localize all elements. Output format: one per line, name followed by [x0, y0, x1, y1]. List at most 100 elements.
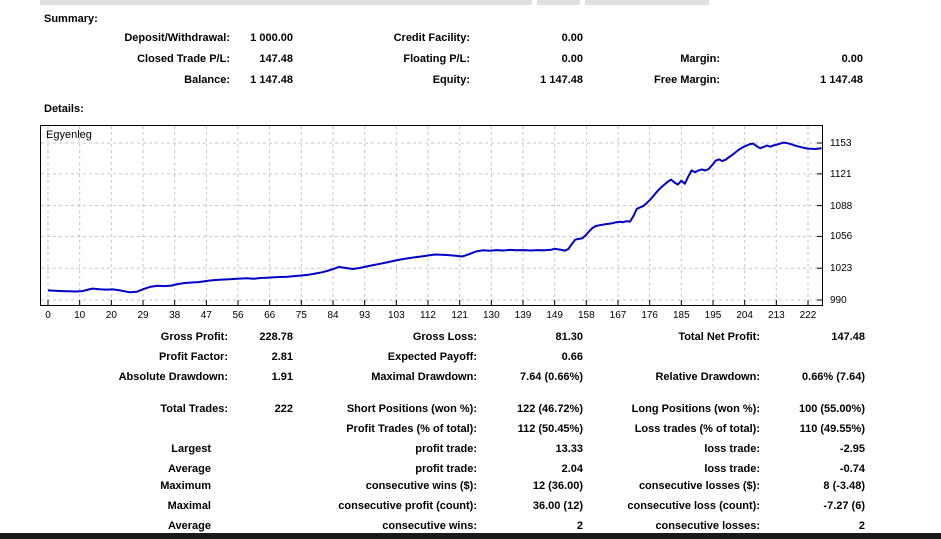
x-axis-label: 93 [359, 310, 371, 321]
x-axis-label: 195 [704, 310, 722, 321]
stat-label: Equity: [432, 74, 470, 86]
stat-label: Largest [171, 443, 211, 455]
stat-value: 147.48 [259, 53, 293, 65]
x-axis-label: 56 [232, 310, 244, 321]
stat-label: profit trade: [415, 443, 477, 455]
stat-label: consecutive profit (count): [338, 500, 477, 512]
y-axis-label: 1153 [830, 138, 852, 149]
y-axis-label: 1056 [830, 231, 853, 243]
stat-label: Free Margin: [653, 74, 720, 86]
stat-label: Deposit/Withdrawal: [124, 32, 230, 44]
x-axis-label: 213 [767, 310, 785, 321]
stat-label: Total Trades: [160, 403, 228, 415]
stat-label: consecutive loss (count): [627, 500, 760, 512]
stat-label [583, 350, 760, 370]
summary-grid: Deposit/Withdrawal: 1 000.00 Credit Facili… [44, 31, 863, 94]
stat-value: 122 (46.72%) [516, 403, 583, 415]
stat-label: consecutive losses: [655, 520, 760, 532]
details-block-consecutive: Maximum consecutive wins ($): 12 (36.00) co… [44, 479, 865, 539]
stat-value: 2 [576, 520, 583, 532]
stat-label: Total Net Profit: [678, 331, 760, 343]
stat-label: Absolute Drawdown: [118, 371, 228, 383]
header-strip-segment [537, 0, 580, 5]
stat-label: Expected Payoff: [387, 351, 477, 363]
stat-label: consecutive losses ($): [638, 480, 760, 492]
stat-label: Balance: [184, 74, 230, 86]
stat-value [720, 31, 863, 52]
stat-value: 0.66 [561, 351, 583, 363]
x-axis-label: 130 [482, 310, 500, 321]
stat-value: 1.91 [271, 371, 293, 383]
stat-label: loss trade: [704, 443, 760, 455]
stat-value: 0.00 [561, 53, 583, 65]
x-axis-label: 0 [45, 310, 51, 321]
x-axis-label: 167 [609, 310, 627, 321]
stat-value: 2.81 [271, 351, 293, 363]
stat-value: 112 (50.45%) [517, 423, 583, 435]
stat-value [228, 479, 293, 499]
balance-chart: Egyenleg [40, 125, 823, 306]
stat-value: 36.00 (12) [532, 500, 583, 512]
summary-title: Summary: [44, 13, 98, 25]
x-axis-label: 204 [736, 310, 753, 321]
stat-value: 1 000.00 [250, 32, 293, 44]
x-axis-label: 10 [74, 310, 86, 321]
y-axis-label: 990 [830, 295, 847, 306]
stat-value: 2.04 [561, 463, 583, 475]
stat-label: Gross Profit: [160, 331, 228, 343]
y-axis-label: 1121 [830, 168, 852, 180]
header-strip-segment [585, 0, 709, 5]
stat-value: 81.30 [555, 331, 583, 343]
stat-value [228, 422, 293, 442]
stat-value: 0.00 [561, 32, 583, 44]
y-axis-label: 1088 [830, 200, 853, 212]
x-axis-label: 84 [327, 310, 339, 321]
stat-label: Average [167, 520, 211, 532]
stat-value: 100 (55.00%) [798, 403, 865, 415]
stat-label: Maximal [167, 500, 211, 512]
stat-label: consecutive wins ($): [365, 480, 477, 492]
x-axis-label: 158 [577, 310, 595, 321]
x-axis-label: 176 [641, 310, 658, 321]
x-axis-label: 103 [387, 310, 405, 321]
stat-value: 228.78 [259, 331, 293, 343]
stat-label: Closed Trade P/L: [137, 53, 230, 65]
stat-label: Average [167, 463, 211, 475]
x-axis-label: 139 [514, 310, 532, 321]
stat-value [760, 350, 865, 370]
stat-label: Floating P/L: [403, 53, 470, 65]
stat-label: Long Positions (won %): [631, 403, 760, 415]
stat-label: Credit Facility: [393, 32, 470, 44]
bottom-bar [0, 533, 941, 539]
x-axis-label: 112 [420, 310, 436, 321]
stat-label: Maximal Drawdown: [371, 371, 477, 383]
x-axis-label: 38 [169, 310, 181, 321]
stat-value: 110 (49.55%) [799, 423, 865, 435]
chart-series-label: Egyenleg [46, 129, 92, 141]
stat-value: 1 147.48 [540, 74, 583, 86]
stat-label: loss trade: [704, 463, 760, 475]
x-axis-label: 29 [137, 310, 149, 321]
details-block-profit: Gross Profit: 228.78 Gross Loss: 81.30 Total… [44, 330, 865, 390]
stat-label: Margin: [680, 53, 720, 65]
equity-curve [47, 141, 822, 294]
stat-value: 0.00 [841, 53, 863, 65]
x-axis-label: 75 [295, 310, 307, 321]
stat-label: Loss trades (% of total): [634, 423, 760, 435]
stat-label: consecutive wins: [382, 520, 477, 532]
stat-label: Profit Trades (% of total): [346, 423, 477, 435]
stat-value: -0.74 [839, 463, 865, 475]
stat-value: 1 147.48 [820, 74, 863, 86]
stat-label: Profit Factor: [158, 351, 228, 363]
x-axis-label: 185 [672, 310, 690, 321]
x-axis-label: 121 [451, 310, 468, 321]
x-axis-label: 149 [546, 310, 563, 321]
stat-label: profit trade: [415, 463, 477, 475]
stat-value: 0.66% (7.64) [802, 371, 865, 383]
stat-value: 222 [274, 403, 293, 415]
stat-value: -7.27 (6) [823, 500, 865, 512]
y-axis-label: 1023 [830, 263, 853, 275]
stat-label: Maximum [160, 480, 211, 492]
stat-value [228, 499, 293, 519]
